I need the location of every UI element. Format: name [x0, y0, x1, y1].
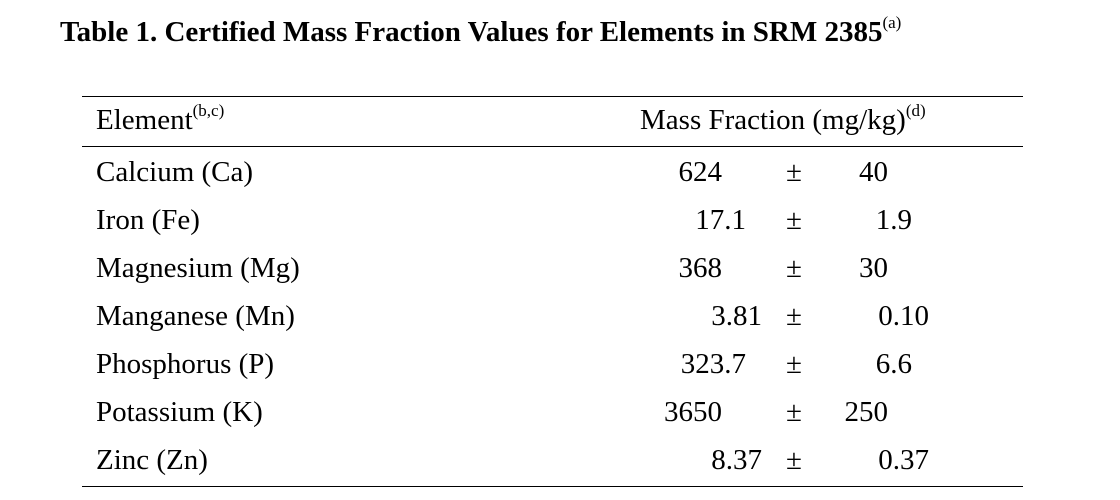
uncertainty-cell: 250	[0, 390, 889, 436]
uncertainty: 6.6	[875, 348, 912, 380]
element-name: Calcium (Ca)	[96, 156, 254, 188]
value: 368	[678, 252, 723, 284]
element-name: Iron (Fe)	[96, 204, 200, 236]
value-cell: 17.1	[0, 198, 746, 244]
uncertainty: 30	[859, 252, 888, 284]
uncertainty: 1.9	[875, 204, 912, 236]
value-cell: 624	[0, 150, 723, 196]
value-cell: 3650	[0, 390, 722, 436]
top-rule	[82, 96, 1023, 97]
value-cell: 323.7	[0, 342, 746, 388]
value: 3650	[664, 396, 722, 428]
table-row: Phosphorus (P) 323.7 ± 6.6	[0, 342, 1120, 388]
table-row: Magnesium (Mg) 368 ± 30	[0, 246, 1120, 292]
element-name: Magnesium (Mg)	[96, 252, 300, 284]
value: 3.81	[711, 300, 762, 332]
value: 624	[678, 156, 723, 188]
bottom-rule	[82, 486, 1023, 487]
table-title: Table 1. Certified Mass Fraction Values …	[60, 13, 902, 49]
plus-minus: ±	[786, 156, 802, 188]
plus-minus: ±	[786, 252, 802, 284]
table-row: Zinc (Zn) 8.37 ± 0.37	[0, 438, 1120, 484]
header-mass-fraction: Mass Fraction (mg/kg)(d)	[640, 101, 926, 137]
value: 8.37	[711, 444, 762, 476]
header-mass-fraction-label: Mass Fraction (mg/kg)	[640, 104, 906, 136]
uncertainty-cell: 0.10	[0, 294, 929, 340]
element-name: Zinc (Zn)	[96, 444, 208, 476]
element-name: Phosphorus (P)	[96, 348, 275, 380]
table-row: Iron (Fe) 17.1 ± 1.9	[0, 198, 1120, 244]
plus-minus: ±	[786, 204, 802, 236]
table-row: Manganese (Mn) 3.81 ± 0.10	[0, 294, 1120, 340]
header-element-footnote: (b,c)	[192, 101, 225, 120]
plus-minus: ±	[786, 300, 802, 332]
value-cell: 3.81	[0, 294, 762, 340]
uncertainty: 0.37	[878, 444, 929, 476]
uncertainty-cell: 30	[0, 246, 888, 292]
header-element: Element(b,c)	[96, 101, 225, 137]
uncertainty: 40	[859, 156, 888, 188]
table-title-footnote: (a)	[882, 13, 902, 32]
header-element-label: Element	[96, 104, 193, 136]
uncertainty: 0.10	[878, 300, 929, 332]
header-mass-fraction-footnote: (d)	[905, 101, 926, 120]
uncertainty: 250	[844, 396, 889, 428]
value: 17.1	[695, 204, 746, 236]
table-row: Calcium (Ca) 624 ± 40	[0, 150, 1120, 196]
plus-minus: ±	[786, 444, 802, 476]
uncertainty-cell: 6.6	[0, 342, 912, 388]
plus-minus: ±	[786, 396, 802, 428]
value-cell: 8.37	[0, 438, 762, 484]
uncertainty-cell: 40	[0, 150, 888, 196]
uncertainty-cell: 1.9	[0, 198, 912, 244]
value: 323.7	[680, 348, 746, 380]
table-row: Potassium (K) 3650 ± 250	[0, 390, 1120, 436]
plus-minus: ±	[786, 348, 802, 380]
table-title-text: Table 1. Certified Mass Fraction Values …	[60, 16, 883, 48]
uncertainty-cell: 0.37	[0, 438, 929, 484]
element-name: Potassium (K)	[96, 396, 263, 428]
element-name: Manganese (Mn)	[96, 300, 295, 332]
value-cell: 368	[0, 246, 723, 292]
header-rule	[82, 146, 1023, 147]
